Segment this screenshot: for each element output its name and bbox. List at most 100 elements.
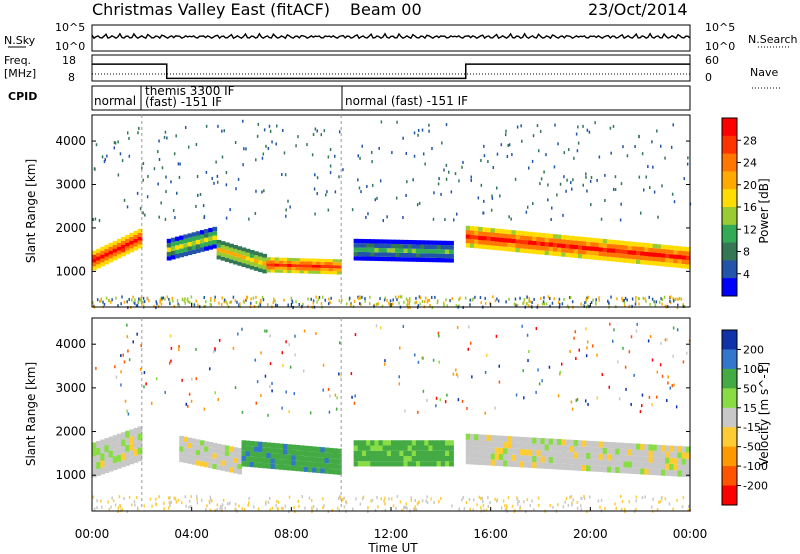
power-scatter: [492, 166, 495, 170]
power-scatter: [257, 122, 260, 126]
velocity-scatter: [264, 374, 267, 378]
velocity-cell: [361, 461, 367, 467]
velocity-cell: [204, 446, 209, 452]
velocity-scatter: [601, 373, 604, 377]
power-cell: [631, 259, 637, 264]
x-tick-label: 16:00: [473, 527, 508, 541]
ground-scatter-velocity: [196, 501, 199, 505]
ground-scatter-power: [272, 300, 275, 304]
ground-scatter-power: [480, 301, 483, 305]
velocity-cell: [191, 438, 197, 444]
power-cell: [428, 249, 434, 254]
velocity-cell: [92, 463, 97, 471]
power-cell: [303, 267, 309, 271]
power-cell: [378, 256, 384, 262]
power-cell: [291, 261, 297, 265]
power-scatter: [357, 178, 359, 182]
velocity-cell: [515, 436, 521, 443]
velocity-scatter: [618, 397, 621, 401]
velocity-cell: [179, 441, 184, 447]
power-cell: [403, 244, 409, 249]
power-scatter: [516, 125, 519, 129]
velocity-scatter: [596, 396, 599, 400]
power-cell: [199, 247, 205, 252]
power-scatter: [405, 151, 408, 155]
power-scatter: [590, 175, 593, 179]
power-cell: [503, 229, 508, 234]
power-cell: [631, 241, 637, 247]
velocity-cell: [644, 444, 650, 451]
velocity-cell: [191, 459, 197, 465]
velocity-cell: [420, 445, 425, 451]
ground-scatter-power: [525, 302, 528, 306]
velocity-cell: [424, 450, 429, 456]
velocity-cell: [112, 463, 118, 471]
velocity-cell: [465, 433, 471, 440]
power-cell: [565, 252, 571, 258]
velocity-cell: [606, 454, 612, 461]
power-scatter: [139, 207, 142, 211]
ground-scatter-power: [598, 298, 600, 302]
power-cell: [478, 244, 483, 249]
velocity-cell: [677, 470, 683, 477]
velocity-cell: [490, 441, 496, 448]
power-cell: [636, 259, 641, 264]
power-scatter: [504, 133, 507, 137]
velocity-cell: [278, 448, 284, 455]
velocity-cell: [577, 446, 583, 453]
power-cell: [191, 249, 197, 255]
ground-scatter-power: [642, 296, 645, 300]
velocity-cell: [515, 442, 521, 449]
power-cell: [640, 260, 645, 265]
ground-scatter-power: [458, 304, 460, 308]
velocity-cell: [291, 455, 297, 461]
ground-scatter-power: [428, 298, 431, 302]
velocity-scatter: [608, 385, 610, 389]
velocity-cell: [569, 458, 575, 465]
power-cell: [399, 244, 405, 249]
velocity-cell: [532, 443, 537, 450]
velocity-cell: [332, 469, 338, 475]
power-cell: [382, 256, 388, 262]
power-cell: [100, 258, 106, 263]
ground-scatter-power: [173, 304, 176, 308]
ground-scatter-velocity: [282, 507, 284, 511]
power-colorbar-swatch: [722, 278, 737, 297]
ground-scatter-power: [257, 304, 260, 308]
ground-scatter-velocity: [414, 499, 417, 503]
ground-scatter-power: [209, 302, 212, 306]
ground-scatter-power: [515, 304, 517, 308]
velocity-cell: [212, 448, 218, 454]
velocity-cell: [685, 471, 691, 478]
ground-scatter-power: [419, 302, 421, 306]
power-scatter: [396, 120, 398, 124]
ground-scatter-power: [183, 299, 186, 303]
ground-scatter-velocity: [133, 500, 136, 504]
ground-scatter-power: [379, 297, 381, 301]
power-cell: [619, 240, 625, 245]
power-cell: [370, 247, 375, 253]
ground-scatter-velocity: [107, 500, 109, 504]
velocity-cell: [523, 449, 529, 456]
power-cell: [594, 242, 600, 247]
ground-scatter-power: [132, 301, 135, 305]
power-scatter: [245, 147, 247, 151]
power-scatter: [438, 177, 440, 181]
velocity-cell: [619, 467, 625, 474]
velocity-cell: [511, 454, 517, 461]
ground-scatter-velocity: [676, 498, 678, 502]
velocity-cell: [507, 448, 513, 455]
power-cell: [386, 239, 392, 244]
ground-scatter-velocity: [487, 496, 489, 500]
velocity-cell: [386, 455, 392, 462]
ground-scatter-power: [436, 301, 439, 305]
ground-scatter-power: [638, 302, 640, 306]
velocity-cell: [606, 466, 612, 473]
power-cell: [179, 239, 184, 245]
velocity-cell: [619, 448, 625, 455]
velocity-cell: [652, 456, 658, 463]
velocity-scatter: [398, 375, 400, 379]
velocity-cell: [528, 449, 533, 456]
velocity-cell: [121, 460, 126, 468]
power-scatter: [540, 177, 543, 181]
